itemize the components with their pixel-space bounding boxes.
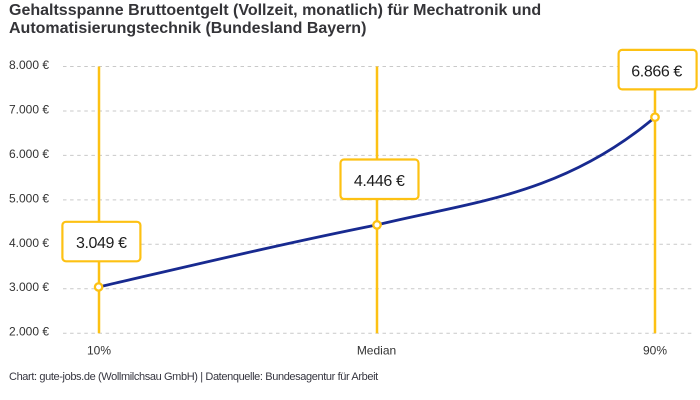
svg-text:6.866 €: 6.866 € [631,63,682,80]
svg-text:3.049 €: 3.049 € [76,235,127,252]
svg-text:3.000 €: 3.000 € [9,280,49,294]
svg-text:4.446 €: 4.446 € [354,173,405,190]
svg-text:7.000 €: 7.000 € [9,103,49,117]
svg-text:2.000 €: 2.000 € [9,325,49,339]
svg-text:5.000 €: 5.000 € [9,191,49,205]
svg-text:6.000 €: 6.000 € [9,147,49,161]
svg-text:10%: 10% [87,344,111,358]
svg-text:4.000 €: 4.000 € [9,236,49,250]
svg-text:8.000 €: 8.000 € [9,58,49,72]
svg-text:Median: Median [357,344,396,358]
svg-text:90%: 90% [643,344,667,358]
